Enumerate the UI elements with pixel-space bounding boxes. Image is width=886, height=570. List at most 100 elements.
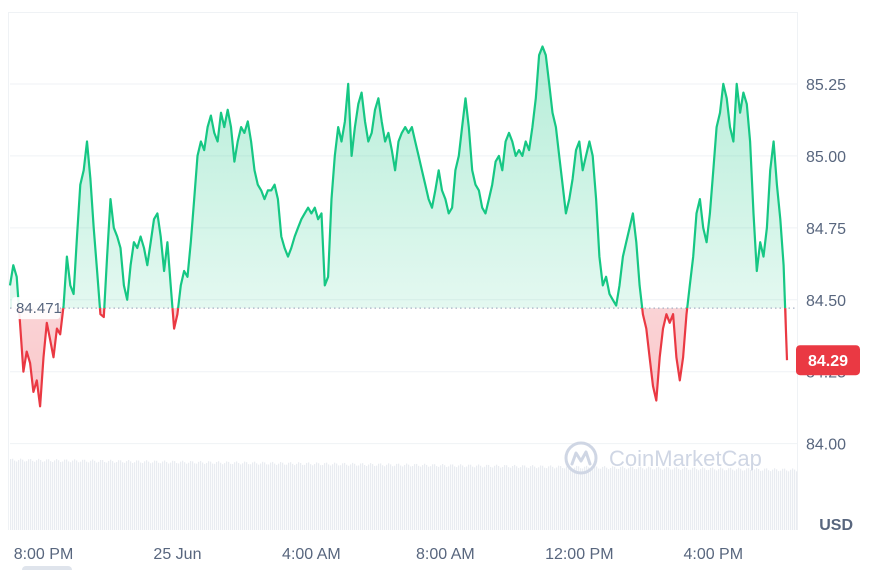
volume-bar — [430, 466, 432, 530]
volume-bar — [592, 467, 594, 530]
volume-bar — [634, 469, 636, 530]
volume-bar — [678, 468, 680, 530]
y-tick-label: 85.25 — [806, 77, 846, 94]
volume-bar — [376, 465, 378, 530]
volume-bar — [472, 466, 474, 530]
volume-bar — [346, 464, 348, 530]
volume-bar — [454, 466, 456, 530]
volume-bar — [428, 466, 430, 530]
volume-bar — [310, 464, 312, 530]
volume-bar — [44, 461, 46, 530]
volume-bar — [644, 469, 646, 530]
volume-bar — [154, 460, 156, 530]
volume-bar — [388, 463, 390, 530]
volume-bar — [768, 470, 770, 530]
volume-bar — [82, 459, 84, 530]
volume-bar — [564, 468, 566, 530]
volume-bar — [204, 463, 206, 530]
volume-bar — [682, 468, 684, 530]
volume-bar — [660, 468, 662, 530]
volume-bar — [394, 465, 396, 530]
volume-bar — [70, 462, 72, 530]
volume-bar — [498, 466, 500, 530]
volume-bar — [466, 466, 468, 530]
volume-bar — [602, 466, 604, 530]
volume-bar — [486, 464, 488, 530]
volume-bar — [368, 464, 370, 530]
volume-bar — [608, 469, 610, 530]
y-tick-label: 84.00 — [806, 437, 846, 454]
volume-bar — [180, 461, 182, 530]
volume-bar — [370, 463, 372, 530]
volume-bar — [132, 462, 134, 530]
volume-bar — [384, 466, 386, 530]
volume-bar — [758, 469, 760, 530]
volume-bar — [24, 461, 26, 530]
volume-bar — [414, 464, 416, 530]
volume-bar — [474, 467, 476, 530]
plot-frame — [8, 12, 798, 530]
volume-bar — [116, 462, 118, 530]
volume-bar — [732, 469, 734, 530]
volume-bar — [162, 461, 164, 530]
volume-bar — [636, 469, 638, 530]
volume-bar — [242, 463, 244, 530]
volume-bar — [126, 461, 128, 530]
volume-bar — [260, 463, 262, 530]
volume-bar — [160, 463, 162, 530]
volume-bar — [456, 467, 458, 530]
volume-bar — [122, 462, 124, 530]
volume-bar — [222, 464, 224, 530]
volume-bar — [348, 465, 350, 530]
volume-bar — [452, 464, 454, 530]
volume-bar — [16, 461, 18, 530]
volume-bar — [576, 465, 578, 530]
volume-bar — [282, 462, 284, 530]
volume-bar — [450, 464, 452, 530]
volume-bar — [420, 466, 422, 530]
volume-bar — [530, 466, 532, 530]
volume-bar — [318, 463, 320, 530]
volume-bar — [98, 461, 100, 530]
volume-bar — [96, 462, 98, 530]
volume-bar — [730, 467, 732, 530]
volume-bars — [10, 458, 798, 530]
volume-bar — [194, 463, 196, 530]
volume-bar — [274, 463, 276, 530]
volume-bar — [620, 467, 622, 530]
volume-bar — [542, 465, 544, 530]
volume-bar — [360, 463, 362, 530]
volume-bar — [28, 459, 30, 530]
volume-bar — [566, 466, 568, 530]
volume-bar — [78, 462, 80, 530]
watermark-text: CoinMarketCap — [609, 446, 762, 471]
volume-bar — [306, 462, 308, 530]
volume-bar — [338, 465, 340, 530]
volume-bar — [658, 466, 660, 530]
volume-bar — [196, 463, 198, 530]
volume-bar — [266, 464, 268, 530]
volume-bar — [140, 462, 142, 530]
volume-bar — [12, 458, 14, 530]
volume-bar — [66, 459, 68, 530]
volume-bar — [728, 468, 730, 530]
x-tick-label: 25 Jun — [153, 546, 201, 563]
time-scroll-handle[interactable] — [22, 566, 72, 570]
volume-bar — [754, 469, 756, 530]
volume-bar — [372, 464, 374, 530]
volume-bar — [766, 468, 768, 530]
volume-bar — [182, 460, 184, 530]
volume-bar — [662, 469, 664, 530]
volume-bar — [664, 468, 666, 530]
volume-bar — [688, 469, 690, 530]
volume-bar — [440, 465, 442, 530]
volume-bar — [512, 465, 514, 530]
volume-bar — [382, 465, 384, 530]
volume-bar — [778, 471, 780, 530]
volume-bar — [300, 462, 302, 530]
volume-bar — [572, 468, 574, 530]
volume-bar — [46, 459, 48, 530]
volume-bar — [64, 459, 66, 530]
